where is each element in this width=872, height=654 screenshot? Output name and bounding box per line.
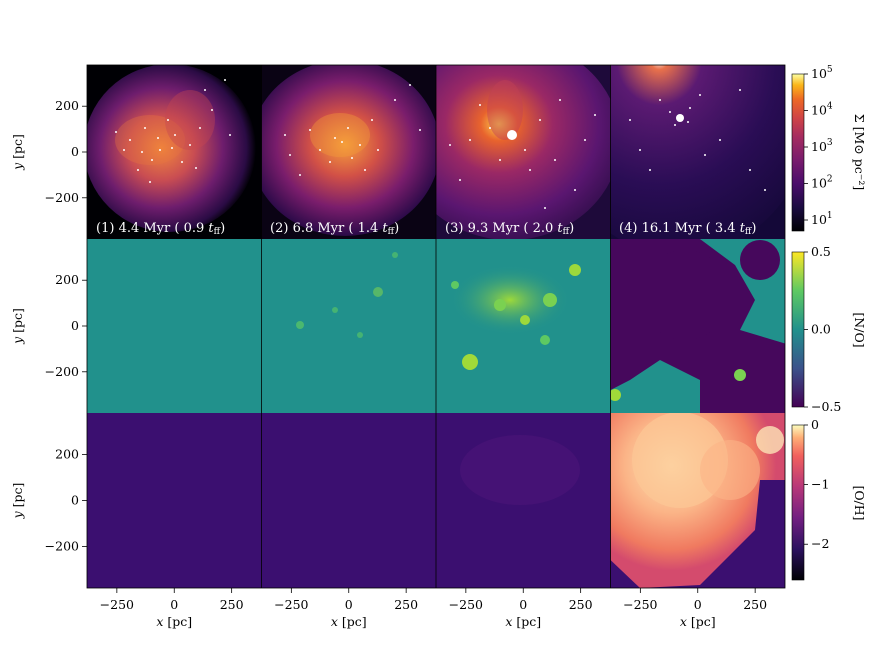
- snapshot-label-4: (4) 16.1 Myr ( 3.4 tff): [619, 221, 756, 237]
- x-tick-label: −250: [274, 597, 308, 612]
- row-surface-density: [87, 65, 785, 239]
- y-tick-label: 0: [71, 318, 79, 333]
- colorbar-sigma-bar: [791, 73, 805, 232]
- panel-r3c4: [610, 413, 785, 588]
- x-tick-label: 0: [170, 597, 178, 612]
- stars-3: [449, 99, 596, 209]
- x-tick-label: 0: [694, 597, 702, 612]
- panel-r2c1: [87, 239, 262, 413]
- y-axis-label: y [pc]: [10, 308, 25, 345]
- y-tick-label: −200: [45, 539, 79, 554]
- x-tick-label: −250: [623, 597, 657, 612]
- colorbar-oh-ticks: 0 −1 −2: [804, 417, 829, 551]
- colorbar-tick-label: 0: [811, 417, 819, 432]
- colorbar-tick-label: 103: [811, 138, 833, 154]
- colorbar-sigma-ticks: 105 104 103 102 101: [804, 65, 833, 227]
- x-tick-label: 250: [220, 597, 244, 612]
- y-tick-label: 200: [55, 446, 79, 461]
- panel-borders: [86, 64, 786, 589]
- panel-r1c3: [436, 65, 611, 239]
- colorbar-oh: 0 −1 −2 [O/H]: [791, 417, 867, 581]
- colorbar-tick-label: 102: [811, 175, 833, 191]
- colorbar-tick-label: 105: [811, 65, 833, 81]
- snapshot-label-3: (3) 9.3 Myr ( 2.0 tff): [445, 221, 574, 237]
- y-axis-label: y [pc]: [10, 483, 25, 520]
- x-axis-label: x [pc]: [680, 614, 716, 629]
- axes-layer: 200 0 −200 y [pc] 200 0 −200 y [pc] 200 0 −200 y [p…: [10, 98, 767, 629]
- colorbar-tick-label: 101: [811, 211, 833, 227]
- colorbar-tick-label: −0.5: [811, 399, 841, 414]
- y-tick-label: 0: [71, 493, 79, 508]
- colorbar-tick-label: −2: [811, 536, 829, 551]
- colorbar-oh-bar: [791, 424, 805, 581]
- row-o-h: [87, 413, 785, 588]
- x-tick-label: 0: [519, 597, 527, 612]
- stars-2: [284, 84, 421, 176]
- x-axis-label: x [pc]: [156, 614, 192, 629]
- x-tick-label: 250: [394, 597, 418, 612]
- y-tick-label: 200: [55, 98, 79, 113]
- panel-r2c4: [610, 239, 785, 413]
- y-axis-label: y [pc]: [10, 134, 25, 171]
- x-tick-label: 0: [345, 597, 353, 612]
- colorbar-no-bar: [791, 251, 805, 408]
- y-tick-label: −200: [45, 190, 79, 205]
- x-tick-label: 250: [569, 597, 593, 612]
- colorbar-oh-label: [O/H]: [852, 485, 867, 520]
- y-tick-label: 200: [55, 272, 79, 287]
- panel-r2c3: [436, 239, 611, 413]
- colorbar-sigma: 105 104 103 102 101 Σ [M⊙ pc⁻²]: [791, 65, 867, 232]
- colorbar-sigma-label: Σ [M⊙ pc⁻²]: [852, 114, 867, 190]
- panel-r1c2: [261, 65, 436, 239]
- colorbar-no-label: [N/O]: [852, 312, 867, 347]
- panel-r2c2: [261, 239, 436, 413]
- colorbar-tick-label: 104: [811, 102, 833, 118]
- snapshot-labels: (1) 4.4 Myr ( 0.9 tff) (2) 6.8 Myr ( 1.4…: [96, 221, 756, 237]
- colorbar-no-ticks: 0.5 0.0 −0.5: [804, 244, 841, 414]
- x-tick-label: −250: [449, 597, 483, 612]
- x-tick-label: −250: [100, 597, 134, 612]
- colorbar-no: 0.5 0.0 −0.5 [N/O]: [791, 244, 867, 414]
- panel-r3c3: [436, 413, 611, 588]
- colorbar-tick-label: 0.5: [811, 244, 831, 259]
- panel-r1c1: [87, 65, 262, 239]
- y-tick-label: −200: [45, 364, 79, 379]
- colorbar-tick-label: 0.0: [811, 322, 831, 337]
- panel-r1c4: [610, 65, 785, 239]
- y-tick-label: 0: [71, 144, 79, 159]
- stars-4: [629, 89, 766, 191]
- x-axis-label: x [pc]: [331, 614, 367, 629]
- colorbar-tick-label: −1: [811, 477, 829, 492]
- x-tick-label: 250: [743, 597, 767, 612]
- row-n-o: [87, 239, 785, 413]
- stars-1: [115, 79, 231, 183]
- panel-r3c2: [261, 413, 436, 588]
- snapshot-label-1: (1) 4.4 Myr ( 0.9 tff): [96, 221, 225, 237]
- snapshot-label-2: (2) 6.8 Myr ( 1.4 tff): [270, 221, 399, 237]
- x-axis-label: x [pc]: [505, 614, 541, 629]
- panel-r3c1: [87, 413, 262, 588]
